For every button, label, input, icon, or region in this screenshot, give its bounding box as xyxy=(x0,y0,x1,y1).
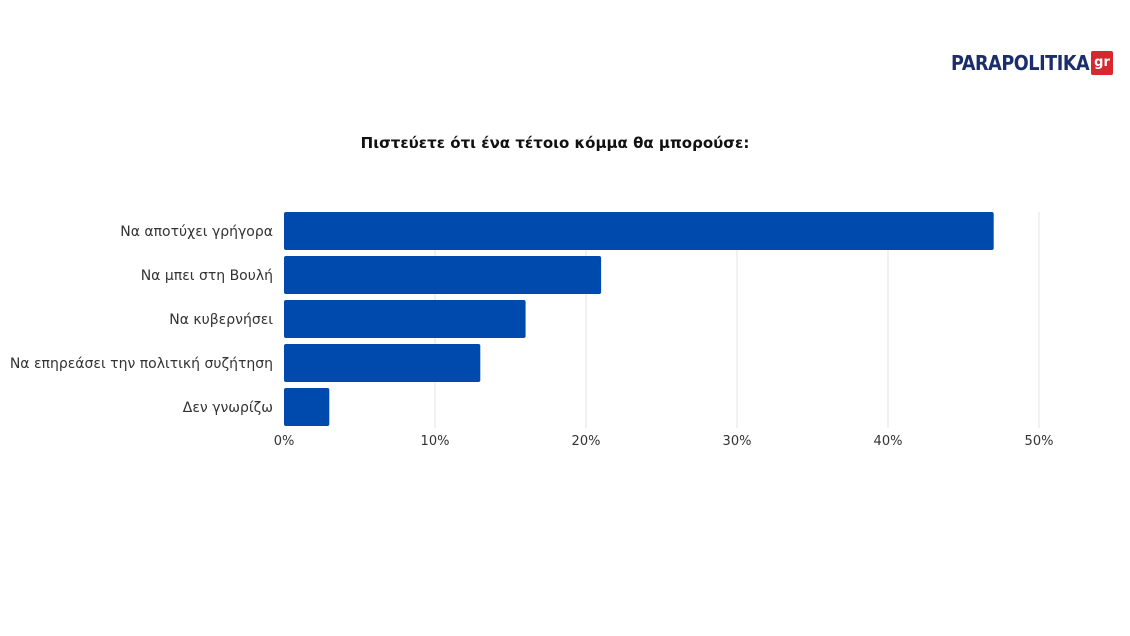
x-tick-label: 30% xyxy=(723,434,752,449)
category-label: Να επηρεάσει την πολιτική συζήτηση xyxy=(10,356,273,372)
x-axis-ticks: 0% 10% 20% 30% 40% 50% xyxy=(274,434,1054,449)
bar xyxy=(284,256,602,294)
brand-suffix: gr xyxy=(1094,54,1110,70)
category-label: Να κυβερνήσει xyxy=(169,312,273,328)
category-label: Να αποτύχει γρήγορα xyxy=(120,224,273,240)
brand-badge: gr xyxy=(1091,51,1113,75)
brand-name: PARAPOLITIKA xyxy=(951,51,1090,75)
x-tick-label: 50% xyxy=(1025,434,1054,449)
x-tick-label: 0% xyxy=(274,434,295,449)
x-tick-label: 20% xyxy=(572,434,601,449)
x-tick-label: 10% xyxy=(421,434,450,449)
category-label: Δεν γνωρίζω xyxy=(183,400,273,416)
bar xyxy=(284,388,330,426)
bar xyxy=(284,300,526,338)
category-label: Να μπει στη Βουλή xyxy=(141,268,273,284)
bars xyxy=(284,212,994,426)
brand-logo: PARAPOLITIKA gr xyxy=(951,48,1113,78)
x-tick-label: 40% xyxy=(874,434,903,449)
bar xyxy=(284,344,481,382)
category-labels: Να αποτύχει γρήγορα Να μπει στη Βουλή Να κ… xyxy=(10,224,273,416)
chart-title: Πιστεύετε ότι ένα τέτοιο κόμμα θα μπορού… xyxy=(360,134,750,152)
bar xyxy=(284,212,994,250)
